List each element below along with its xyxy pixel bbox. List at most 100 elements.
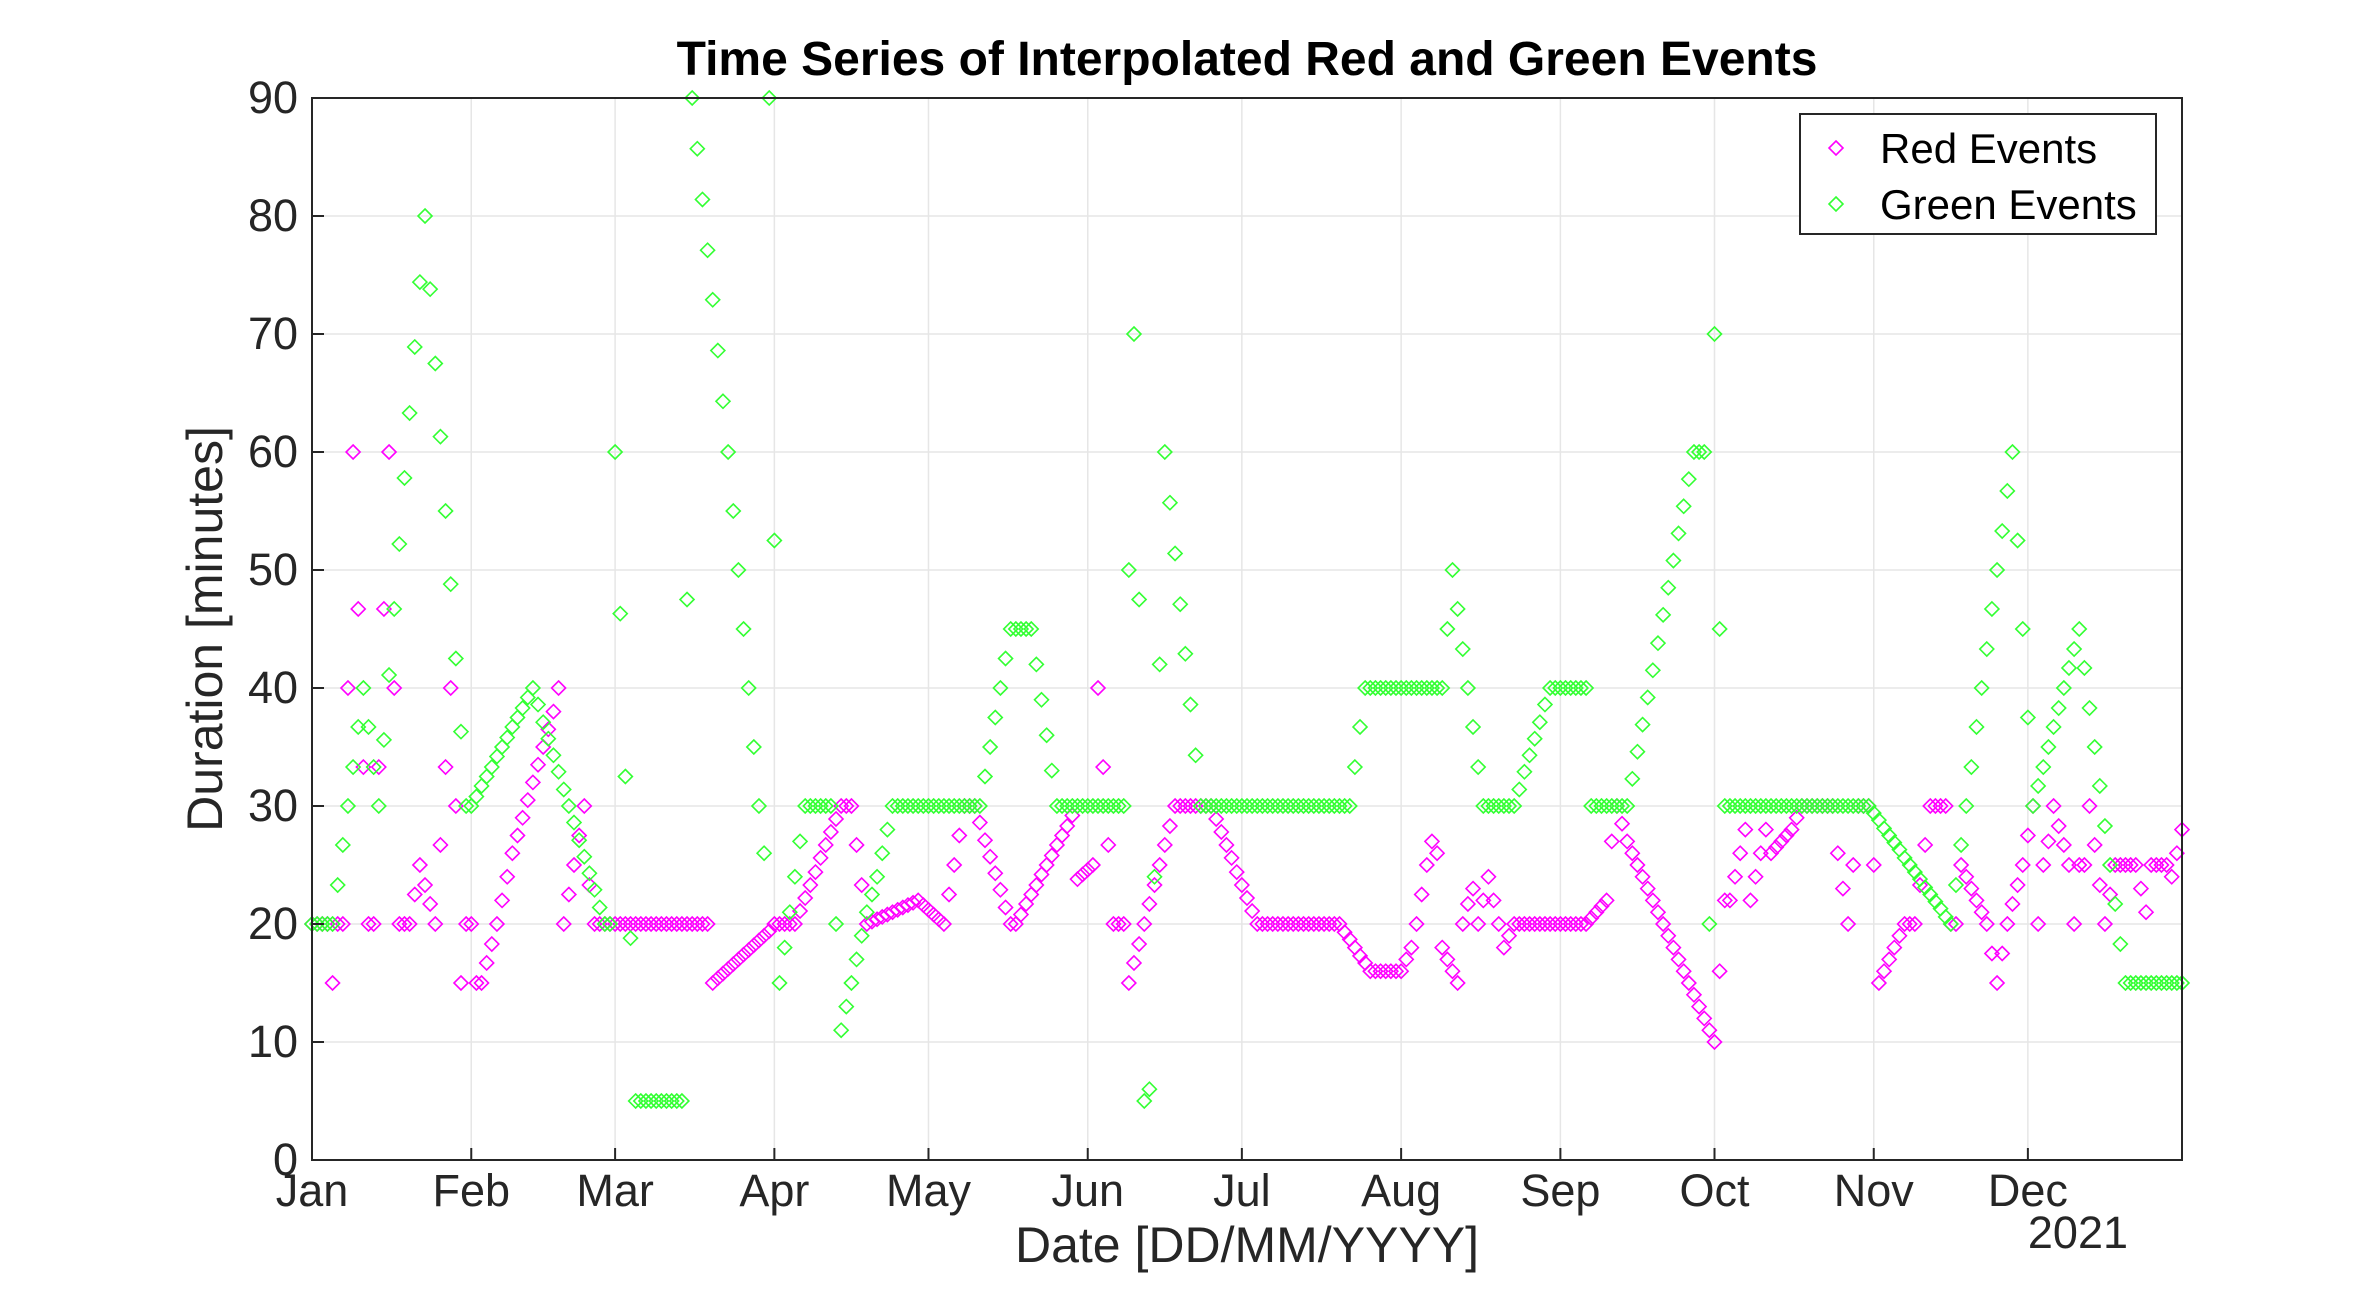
data-point [339,679,357,697]
data-point [1177,645,1194,662]
data-point [678,591,696,608]
data-point [699,242,716,259]
data-point [1233,876,1250,894]
data-point [1459,895,1477,913]
data-point [1500,797,1518,815]
data-point [1213,823,1230,841]
data-point [1917,879,1934,896]
data-point [1927,893,1944,910]
data-point [822,823,840,841]
data-point [709,342,726,359]
data-point [1922,886,1939,903]
data-point [1742,892,1759,909]
x-tick-label: Sep [1520,1165,1600,1216]
data-point [1999,915,2016,933]
data-point [740,679,757,697]
data-point [591,899,608,916]
data-point [1660,927,1677,944]
y-tick-label: 50 [248,544,298,595]
data-point [1449,600,1466,618]
data-point [874,845,891,862]
data-point [1855,797,1872,815]
data-point [1130,591,1148,608]
data-point [971,797,988,815]
data-point [329,876,346,894]
data-point [1834,880,1852,897]
data-point [540,730,557,747]
data-point [1886,834,1903,851]
data-point [1120,974,1137,992]
legend-label: Green Events [1880,181,2137,228]
data-point [1613,815,1631,832]
data-point [1495,939,1512,956]
data-point [2081,699,2098,717]
data-point [1937,908,1954,926]
data-point [1577,915,1595,933]
data-point [1028,656,1045,673]
data-point [1223,849,1240,867]
data-point [1392,963,1410,980]
data-point [1336,797,1353,815]
data-point [1459,679,1477,697]
data-point [622,930,639,947]
data-point [1444,963,1461,980]
data-point [1151,656,1168,673]
ticks: 0 10 20 30 40 50 60 70 80 90 Jan Feb Mar Apr May Jun Jul… [248,72,2068,1216]
data-point [1500,927,1518,944]
data-point [2045,797,2062,815]
data-point [2071,856,2088,874]
data-point [427,355,444,372]
data-point [1757,821,1775,838]
data-point [1012,906,1030,923]
data-point [1172,596,1189,613]
data-point [1470,758,1487,776]
data-point [1886,939,1903,956]
data-point [699,915,716,933]
data-point [1588,904,1605,921]
data-point [812,849,829,867]
data-point [483,935,500,953]
data-point [422,895,439,913]
data-point [499,729,516,746]
data-point [555,781,572,798]
data-point [1701,915,1718,933]
data-point [576,848,593,865]
data-point [868,868,886,885]
data-point [1675,498,1692,515]
y-tick-label: 10 [248,1016,298,1067]
data-point [606,443,624,461]
data-point [422,281,439,298]
data-point [1146,876,1163,894]
data-point [838,998,855,1015]
data-point [771,974,788,992]
data-point [1958,797,1975,815]
data-point [1110,915,1127,933]
data-point [1089,679,1107,697]
chart-title: Time Series of Interpolated Red and Gree… [677,33,1818,86]
data-point [714,965,732,982]
data-point [904,894,922,911]
data-point [1706,1033,1723,1051]
data-point [1161,494,1179,511]
data-point [350,600,367,618]
data-point [971,814,988,831]
data-point [2158,856,2175,874]
data-point [524,679,542,697]
data-point [1768,839,1785,856]
axes-box [311,97,2183,1161]
data-point [935,915,953,933]
data-point [355,679,372,697]
data-point [1043,762,1060,779]
data-point [1968,892,1985,909]
data-point [1690,443,1708,461]
data-point [1023,620,1040,638]
data-point [1865,856,1882,874]
data-point [853,927,870,944]
data-point [997,899,1014,916]
data-point [2071,620,2088,638]
data-point [761,922,778,940]
data-point [1238,889,1256,907]
data-point [617,768,634,785]
data-point [1593,898,1610,915]
data-point [1059,817,1076,835]
